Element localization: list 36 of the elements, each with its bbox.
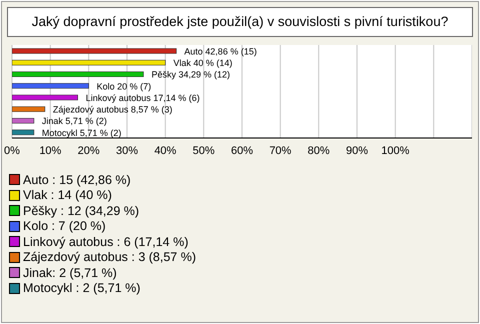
text: Kolo : 7 (20 %) [23,219,106,234]
x-tick-label: 90% [346,144,368,157]
category-label: Vlak 40 % (14) [173,58,232,68]
bar [12,130,34,136]
bar [12,60,166,66]
bar [12,118,34,124]
text: Jinak: 2 (5,71 %) [23,266,117,280]
x-tick-label: 40% [154,144,177,157]
category-label: Kolo 20 % (7) [96,81,152,92]
bar [12,71,144,78]
x-tick-label: 60% [230,144,254,157]
category-label: Pěšky 34,29 % (12) [151,70,230,80]
x-tick-label: 20% [78,144,100,157]
category-label: Jinak 5,71 % (2) [42,116,107,126]
x-tick-label: 80% [308,144,330,157]
bar [12,83,89,89]
bar [12,94,78,100]
text: Linkový autobus : 6 (17,14 %) [23,234,188,249]
category-label: Zájezdový autobus 8,57 % (3) [52,104,172,115]
bar [12,48,177,54]
text: Zájezdový autobus : 3 (8,57 %) [23,250,196,264]
text: Motocykl : 2 (5,71 %) [23,281,140,296]
text: Auto : 15 (42,86 %) [23,172,131,187]
text: Pěšky : 12 (34,29 %) [23,204,140,218]
x-tick-label: 70% [269,144,292,157]
x-tick-label: 30% [116,144,138,157]
category-label: Auto 42,86 % (15) [184,46,257,56]
x-tick-label: 100% [381,144,410,157]
text: Vlak : 14 (40 %) [23,188,112,202]
category-label: Linkový autobus 17,14 % (6) [86,92,200,103]
category-label: Motocykl 5,71 % (2) [42,128,122,138]
x-tick-label: 0% [4,144,20,157]
x-tick-label: 10% [39,144,62,157]
chart-title: Jaký dopravní prostředek jste použil(a) v souvislosti s pivní turistikou? [7,7,473,37]
x-tick-label: 50% [192,144,215,157]
bar [12,106,46,112]
